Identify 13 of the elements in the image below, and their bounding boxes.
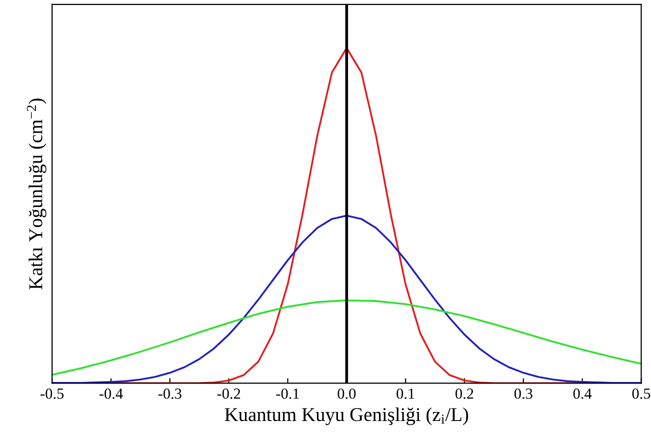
x-tick-label: -0.1	[276, 388, 299, 399]
x-axis-title: Kuantum Kuyu Genişliği (z$_{i}$/L)	[224, 407, 468, 426]
x-tick-label: 0.0	[338, 388, 356, 399]
x-tick-label: 0.2	[456, 388, 474, 399]
x-tick-label: -0.5	[40, 388, 64, 399]
x-tick-label: 0.4	[573, 388, 592, 399]
x-tick-label: -0.2	[217, 388, 240, 399]
x-tick-label: -0.3	[158, 388, 182, 399]
x-tick-label: 0.1	[396, 388, 414, 399]
x-tick-label: -0.4	[99, 388, 123, 399]
x-tick-label: 0.5	[632, 388, 650, 399]
x-tick-label: 0.3	[514, 388, 532, 399]
y-axis-title: Katkı Yoğunluğu (cm$^{−2}$)	[26, 98, 46, 290]
